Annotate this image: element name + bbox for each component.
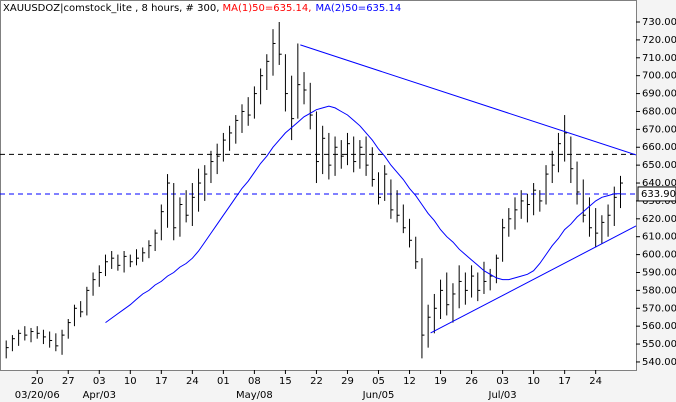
y-tick-label: 590.00 [642, 267, 676, 278]
trend-line [300, 44, 637, 156]
y-tick-label: 540.00 [642, 357, 676, 368]
y-tick-label: 640.00 [642, 178, 676, 189]
y-tick-label: 670.00 [642, 124, 676, 135]
x-tick-label: 10 [527, 376, 540, 387]
x-tick-label: 01 [217, 376, 230, 387]
x-tick-label: 08 [248, 376, 261, 387]
x-month-label: 03/20/06 [15, 390, 60, 401]
x-tick-label: 24 [186, 376, 199, 387]
x-month-label: Apr/03 [83, 390, 116, 401]
y-tick-label: 560.00 [642, 321, 676, 332]
y-tick-label: 730.00 [642, 17, 676, 28]
x-tick-label: 03 [93, 376, 106, 387]
title-text: XAUUSDOZ|comstock_lite , 8 hours, # 300, [3, 3, 223, 14]
y-tick-label: 700.00 [642, 71, 676, 82]
x-tick-label: 10 [124, 376, 137, 387]
x-tick-label: 17 [155, 376, 168, 387]
y-tick-label: 660.00 [642, 142, 676, 153]
y-tick-label: 570.00 [642, 303, 676, 314]
x-tick-label: 05 [372, 376, 385, 387]
x-tick-label: 26 [465, 376, 478, 387]
x-tick-label: 17 [558, 376, 571, 387]
x-tick-label: 22 [310, 376, 323, 387]
x-tick-label: 29 [341, 376, 354, 387]
level-label: 633.90 [641, 189, 676, 200]
plot-area [0, 0, 637, 371]
legend-entry: MA(1)50=635.14, [223, 3, 312, 14]
y-tick-label: 610.00 [642, 232, 676, 243]
x-tick-label: 12 [403, 376, 416, 387]
level-label-box [637, 186, 676, 202]
x-tick-label: 20 [31, 376, 44, 387]
moving-average-line [105, 105, 621, 324]
y-tick-label: 620.00 [642, 214, 676, 225]
x-tick-label: 24 [589, 376, 602, 387]
x-month-label: Jul/03 [488, 390, 517, 401]
legend-entry: MA(2)50=635.14 [315, 3, 401, 14]
x-tick-label: 27 [62, 376, 75, 387]
x-tick-label: 03 [496, 376, 509, 387]
x-tick-label: 19 [434, 376, 447, 387]
chart-title: XAUUSDOZ|comstock_lite , 8 hours, # 300,… [3, 3, 401, 14]
x-tick-label: 15 [279, 376, 292, 387]
x-month-label: May/08 [236, 390, 273, 401]
y-tick-label: 680.00 [642, 106, 676, 117]
y-tick-label: 580.00 [642, 285, 676, 296]
y-tick-label: 710.00 [642, 53, 676, 64]
y-tick-label: 720.00 [642, 35, 676, 46]
x-month-label: Jun/05 [362, 390, 395, 401]
y-tick-label: 690.00 [642, 89, 676, 100]
y-tick-label: 650.00 [642, 160, 676, 171]
trend-line [430, 225, 637, 334]
y-tick-label: 550.00 [642, 339, 676, 350]
y-tick-label: 600.00 [642, 250, 676, 261]
